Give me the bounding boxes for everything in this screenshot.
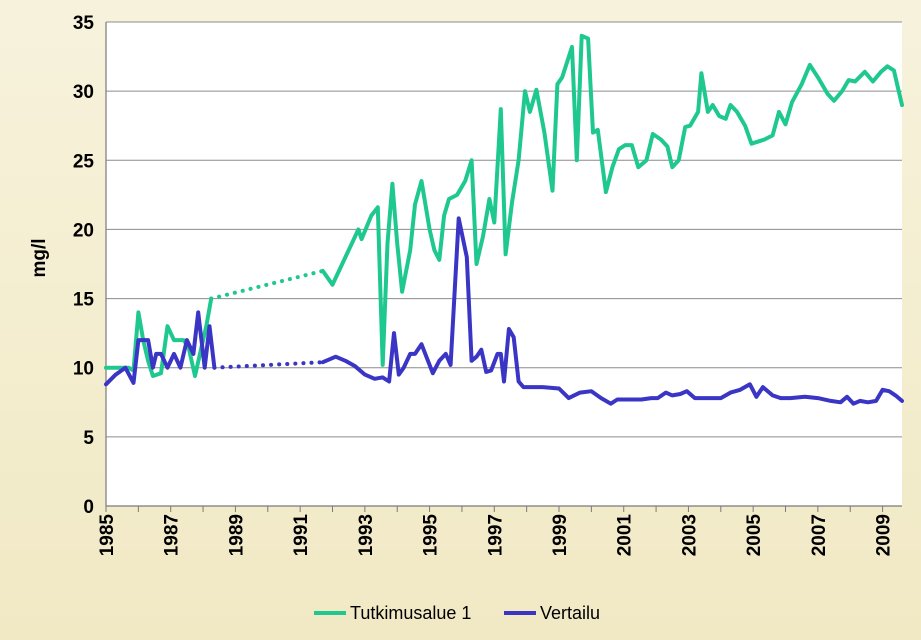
x-tick-label: 1991	[291, 514, 312, 557]
x-tick-labels: 1985 1987 1989 1991 1993 1995 1997 1999 2001 2003…	[97, 514, 895, 557]
y-tick-label: 0	[83, 497, 94, 518]
axes	[105, 22, 902, 512]
series-line-1	[104, 296, 214, 378]
x-tick-label: 1993	[356, 514, 377, 556]
x-tick-label: 1987	[162, 514, 183, 556]
y-tick-labels: 0 5 10 15 20 25 30 35	[73, 13, 95, 518]
y-tick-label: 20	[73, 220, 94, 241]
x-tick-label: 2001	[615, 514, 636, 557]
x-tick-label: 2009	[874, 514, 895, 556]
legend: Tutkimusalue 1 Vertailu	[314, 603, 600, 623]
series-line-2	[104, 310, 217, 387]
x-tick-label: 2005	[744, 514, 765, 557]
x-tick-label: 1989	[226, 514, 247, 556]
x-tick-label: 1997	[485, 514, 506, 556]
series-lines	[104, 33, 904, 406]
y-tick-label: 30	[73, 82, 94, 103]
legend-label: Tutkimusalue 1	[350, 603, 471, 623]
y-axis-label: mg/l	[29, 238, 50, 277]
y-tick-label: 35	[73, 13, 95, 34]
y-tick-label: 10	[73, 359, 94, 380]
y-tick-label: 5	[83, 428, 94, 449]
x-tick-label: 1995	[421, 514, 442, 557]
x-tick-label: 2007	[809, 514, 830, 556]
x-tick-label: 1985	[97, 514, 118, 557]
legend-label: Vertailu	[540, 603, 600, 623]
series-line-2	[320, 216, 904, 406]
series-line-1-dotted	[209, 268, 325, 301]
plot-area	[106, 22, 902, 506]
x-tick-label: 2003	[679, 514, 700, 556]
y-tick-label: 25	[73, 151, 95, 172]
x-tick-label: 1999	[550, 514, 571, 556]
grid-lines	[106, 21, 902, 506]
series-line-2-dotted	[212, 360, 325, 370]
series-line-1	[320, 33, 904, 367]
y-tick-label: 15	[73, 290, 95, 311]
